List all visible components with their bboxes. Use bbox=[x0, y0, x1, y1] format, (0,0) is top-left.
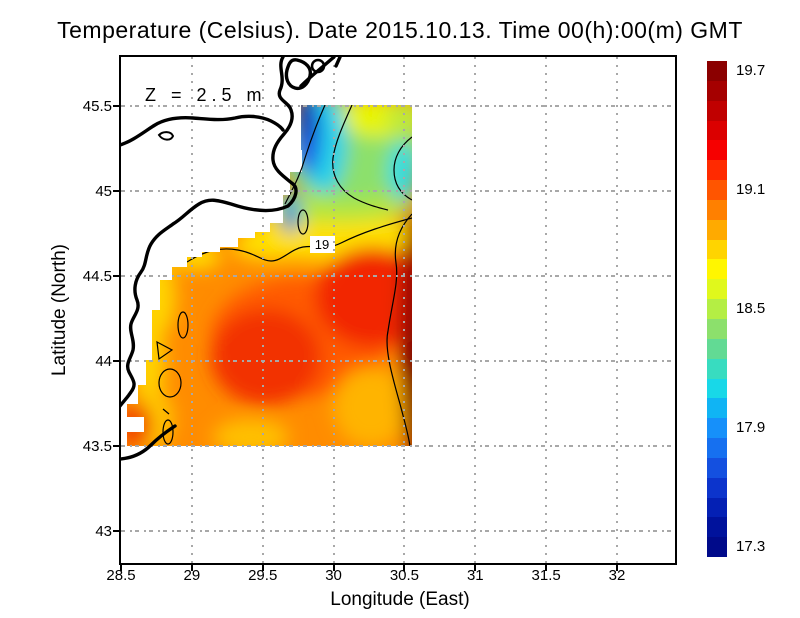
colorbar bbox=[707, 61, 727, 558]
x-tick-label: 29 bbox=[183, 567, 201, 584]
y-tick-label: 43 bbox=[95, 523, 112, 540]
danube-river bbox=[121, 114, 285, 147]
colorbar-cell bbox=[707, 180, 727, 200]
x-tick-label: 32 bbox=[608, 567, 626, 584]
x-tick-label: 29.5 bbox=[248, 567, 278, 584]
coastline-northeast bbox=[299, 57, 336, 88]
x-tick-label: 31.5 bbox=[531, 567, 561, 584]
x-tick bbox=[615, 565, 618, 571]
colorbar-cell bbox=[707, 438, 727, 458]
lagoon-outline bbox=[284, 58, 313, 91]
y-tick bbox=[113, 275, 119, 277]
heatmap-layer: 19 bbox=[127, 105, 412, 446]
x-tick bbox=[474, 565, 477, 571]
colorbar-cell bbox=[707, 497, 727, 518]
x-axis-label: Longitude (East) bbox=[330, 589, 470, 610]
plot-area: 19 Z = 2.5 m bbox=[119, 55, 677, 565]
delta-lake bbox=[310, 58, 326, 74]
colorbar-cell bbox=[707, 199, 727, 220]
contour-top-b bbox=[332, 105, 389, 211]
x-tick-label: 28.5 bbox=[106, 567, 136, 584]
colorbar-tick-label: 18.5 bbox=[736, 300, 766, 317]
colorbar-cell bbox=[707, 418, 727, 439]
y-tick bbox=[113, 190, 119, 192]
x-tick-label: 30 bbox=[325, 567, 342, 584]
y-tick-label: 45.5 bbox=[82, 98, 112, 115]
contour-right bbox=[386, 213, 412, 446]
colorbar-cell bbox=[707, 219, 727, 240]
colorbar-tick-label: 19.7 bbox=[736, 62, 766, 79]
colorbar-cell bbox=[707, 457, 727, 478]
x-tick bbox=[190, 565, 193, 571]
coastline-south bbox=[121, 424, 177, 461]
depth-annotation: Z = 2.5 m bbox=[145, 85, 267, 105]
colorbar-tick-label: 17.3 bbox=[736, 538, 766, 555]
y-tick-label: 43.5 bbox=[82, 438, 112, 455]
colorbar-cell bbox=[707, 259, 727, 280]
river-lake bbox=[157, 131, 175, 141]
coast-spur bbox=[334, 57, 342, 68]
colorbar-tick-label: 19.1 bbox=[736, 181, 766, 198]
colorbar-cell bbox=[707, 239, 727, 260]
y-tick bbox=[113, 360, 119, 362]
colorbar-cell bbox=[707, 160, 727, 181]
y-tick-label: 45 bbox=[95, 183, 112, 200]
chart-title: Temperature (Celsius). Date 2015.10.13. … bbox=[57, 17, 743, 43]
colorbar-cell bbox=[707, 279, 727, 300]
y-tick-label: 44.5 bbox=[82, 268, 112, 285]
y-tick bbox=[113, 105, 119, 107]
colorbar-cell bbox=[707, 537, 727, 558]
colorbar-cell bbox=[707, 398, 727, 419]
contour-label: 19 bbox=[315, 237, 329, 252]
colorbar-cell bbox=[707, 338, 727, 359]
x-tick-label: 30.5 bbox=[389, 567, 420, 584]
colorbar-cell bbox=[707, 378, 727, 399]
y-tick bbox=[113, 445, 119, 447]
colorbar-cell bbox=[707, 100, 727, 121]
coastline-main bbox=[121, 57, 298, 408]
x-tick bbox=[403, 565, 406, 571]
y-tick-label: 44 bbox=[95, 353, 112, 370]
colorbar-cell bbox=[707, 477, 727, 498]
contour-19 bbox=[186, 217, 412, 263]
colorbar-cell bbox=[707, 80, 727, 101]
x-tick-label: 31 bbox=[466, 567, 484, 584]
x-tick bbox=[120, 565, 122, 571]
y-axis-label: Latitude (North) bbox=[49, 243, 70, 377]
colorbar-tick-label: 17.9 bbox=[736, 419, 766, 436]
x-tick bbox=[261, 565, 264, 571]
x-tick bbox=[332, 565, 335, 571]
x-tick bbox=[545, 565, 548, 571]
contour-label-box bbox=[310, 236, 335, 253]
colorbar-cell bbox=[707, 517, 727, 538]
colorbar-cell bbox=[707, 140, 727, 161]
coastline-layer bbox=[121, 57, 342, 461]
y-tick bbox=[113, 530, 119, 532]
colorbar-cell bbox=[707, 299, 727, 319]
colorbar-cell bbox=[707, 61, 727, 81]
colorbar-cell bbox=[707, 120, 727, 141]
colorbar-cell bbox=[707, 318, 727, 339]
colorbar-cell bbox=[707, 358, 727, 379]
